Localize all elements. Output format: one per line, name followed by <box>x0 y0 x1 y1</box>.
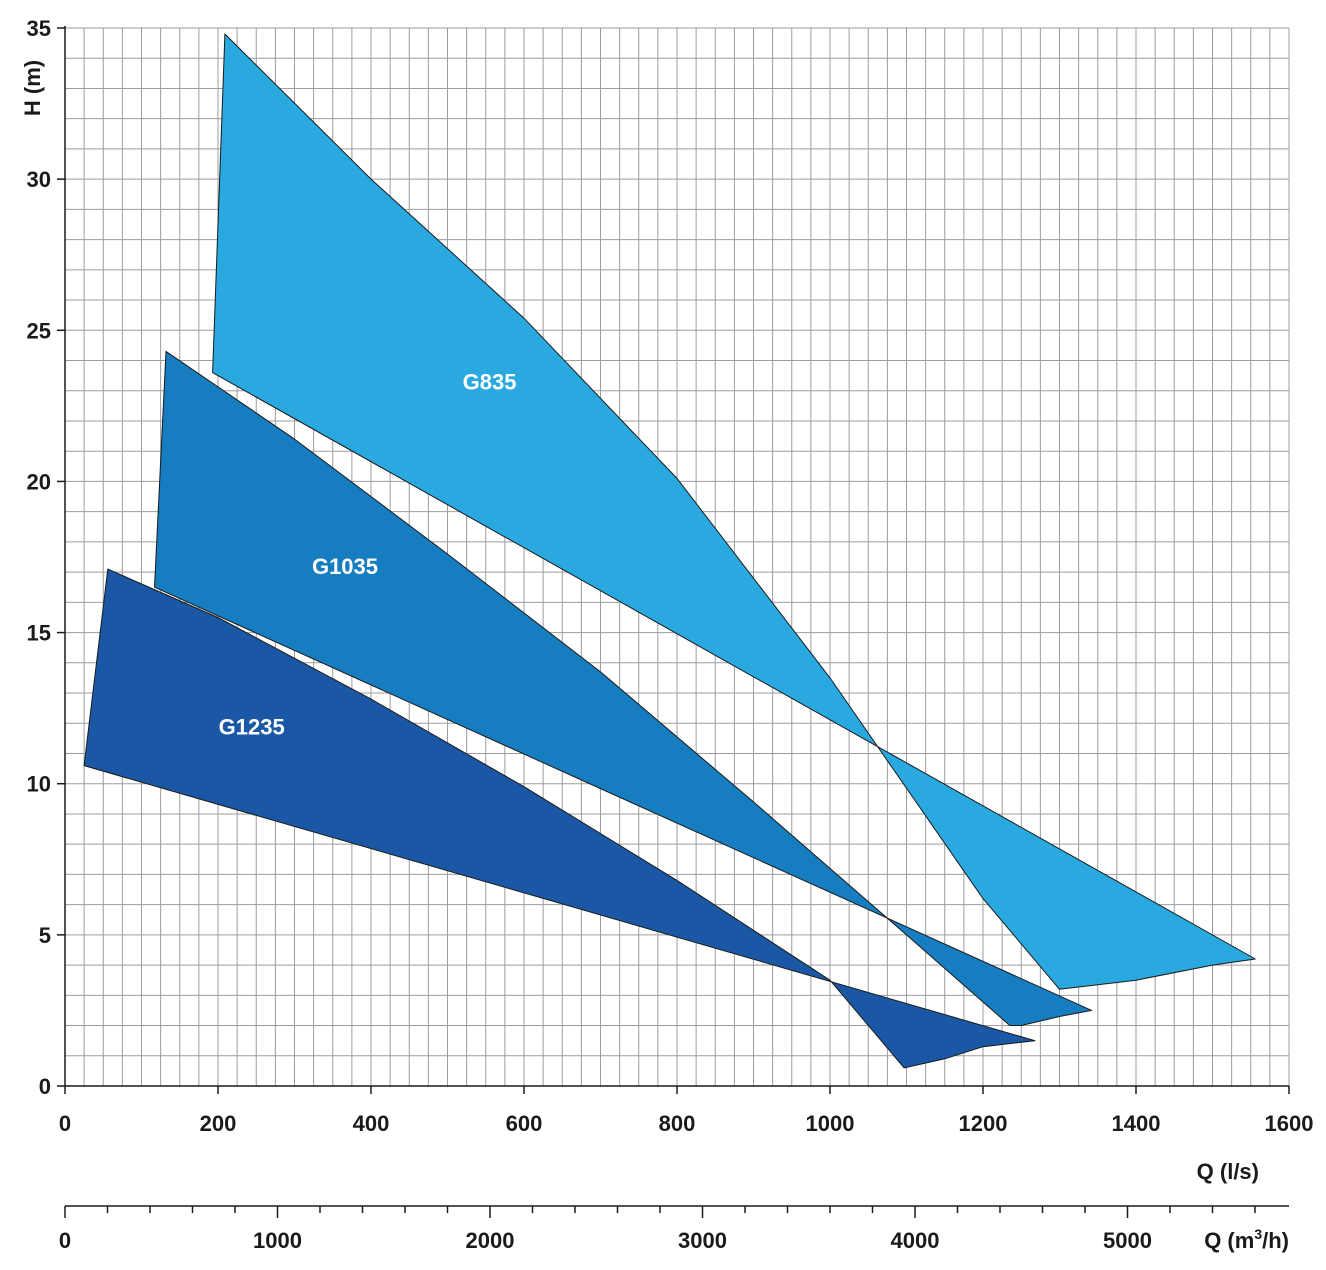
region-g1035 <box>154 350 1093 1026</box>
region-label-g835: G835 <box>463 370 517 395</box>
region-g1235 <box>83 568 1036 1069</box>
secondary-x-axis-title: Q (m3/h) <box>1204 1226 1289 1253</box>
x-tick-label: 1400 <box>1112 1111 1161 1136</box>
x-tick-label: 200 <box>200 1111 237 1136</box>
y-tick-label: 30 <box>27 167 51 192</box>
x-tick-label: 0 <box>59 1111 71 1136</box>
secondary-x-tick-label: 2000 <box>466 1228 515 1253</box>
x-tick-label: 400 <box>353 1111 390 1136</box>
x-tick-label: 1000 <box>806 1111 855 1136</box>
y-tick-label: 20 <box>27 469 51 494</box>
region-label-g1235: G1235 <box>219 714 285 739</box>
performance-regions <box>83 33 1256 1069</box>
x-tick-label: 600 <box>506 1111 543 1136</box>
secondary-x-tick-label: 4000 <box>891 1228 940 1253</box>
secondary-x-tick-label: 5000 <box>1103 1228 1152 1253</box>
secondary-x-tick-label: 1000 <box>253 1228 302 1253</box>
y-tick-label: 15 <box>27 621 51 646</box>
x-tick-label: 1600 <box>1265 1111 1314 1136</box>
secondary-x-tick-label: 3000 <box>678 1228 727 1253</box>
axes <box>57 26 1290 1218</box>
y-tick-label: 35 <box>27 16 51 41</box>
y-tick-label: 10 <box>27 772 51 797</box>
x-tick-label: 800 <box>659 1111 696 1136</box>
region-label-g1035: G1035 <box>312 554 378 579</box>
y-tick-label: 0 <box>39 1074 51 1099</box>
y-tick-label: 25 <box>27 318 51 343</box>
region-g835 <box>212 33 1256 990</box>
x-axis-title: Q (l/s) <box>1197 1159 1259 1184</box>
secondary-x-tick-label: 0 <box>59 1228 71 1253</box>
tick-labels: G835 G1035 G1235 0 5 10 15 20 25 30 35 0 200 400 600 80… <box>20 16 1313 1253</box>
y-axis-title: H (m) <box>20 60 45 116</box>
x-tick-label: 1200 <box>959 1111 1008 1136</box>
y-tick-label: 5 <box>39 923 51 948</box>
